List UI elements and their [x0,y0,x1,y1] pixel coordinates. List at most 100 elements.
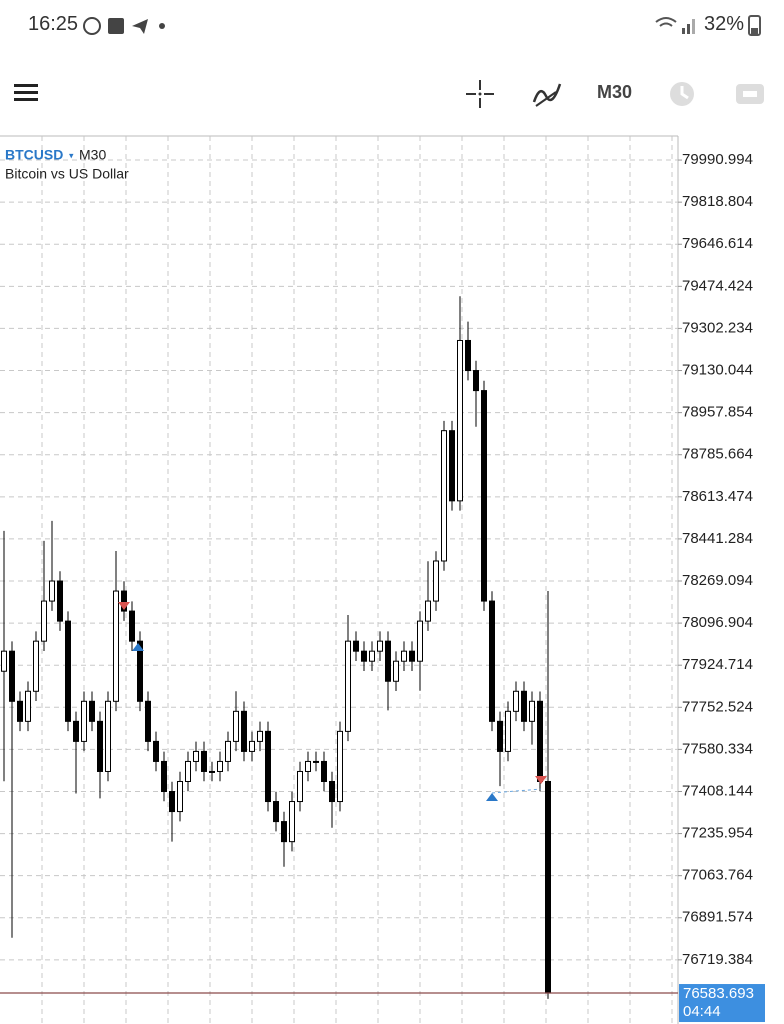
candle-body [177,780,183,813]
candle-body [241,710,247,752]
y-tick-label: 79302.234 [682,319,753,336]
candle-body [57,580,63,622]
candle-body [481,390,487,602]
candle-body [121,590,127,612]
status-bar: 16:25 32% [0,0,784,56]
y-tick-label: 77063.764 [682,867,753,884]
trade-arrow [118,602,130,610]
candle-body [249,740,255,752]
candle-body [337,730,343,803]
candle-body [273,801,279,823]
symbol-dropdown[interactable]: ▾ [69,150,74,160]
candle-body [449,430,455,502]
candle-body [441,430,447,562]
crosshair-button[interactable] [464,78,496,110]
symbol[interactable]: BTCUSD [5,147,63,163]
y-tick-label: 76891.574 [682,909,753,926]
candle-body [425,600,431,622]
y-tick-label: 77924.714 [682,656,753,673]
signal-icons [655,17,695,34]
candle-body [489,600,495,722]
candle-body [545,780,551,994]
candle-body [169,791,175,813]
candle-body [193,750,199,762]
candle-body [361,650,367,662]
candle-body [145,700,151,742]
description: Bitcoin vs US Dollar [5,166,129,182]
candle-body [97,720,103,772]
candle-body [265,730,271,803]
vertical-grid [41,136,673,1024]
y-tick-label: 77235.954 [682,825,753,842]
candle-body [201,750,207,772]
candle-body [497,720,503,752]
candle-body [433,560,439,602]
y-tick-label: 78957.854 [682,404,753,421]
candle-body [17,700,23,722]
y-tick-label: 78096.904 [682,614,753,631]
candle-body [401,650,407,662]
trade-button[interactable] [734,82,766,106]
candle-body [65,620,71,722]
candle-body [81,700,87,742]
candle-body [329,780,335,803]
candle-body [353,640,359,652]
trade-link [491,788,542,794]
candle-body [321,760,327,782]
candle-body [225,740,231,762]
candle-body [529,700,535,722]
y-tick-label: 79818.804 [682,193,753,210]
candle-body [521,690,527,722]
candle-body [281,821,287,843]
candle-body [345,640,351,732]
candle-body [129,610,135,642]
y-tick-label: 78441.284 [682,530,753,547]
y-tick-label: 78269.094 [682,572,753,589]
candle-body [113,590,119,702]
candle-body [73,720,79,742]
y-tick-label: 79130.044 [682,361,753,378]
y-tick-label: 78785.664 [682,446,753,463]
candle-body [25,690,31,722]
battery-level: 32% [703,13,744,35]
candle-body [9,650,15,702]
candle-body [457,339,463,502]
timeframe: M30 [79,147,106,163]
candle-body [105,700,111,772]
candle-body [513,690,519,712]
candle-body [465,339,471,372]
candle-body [89,700,95,722]
trade-arrow [486,793,498,801]
y-tick-label: 79474.424 [682,277,753,294]
candle-body [1,650,7,672]
candle-body [217,760,223,772]
candle-body [161,760,167,793]
candle-body [289,801,295,843]
candle-body [33,640,39,692]
candle-body [505,710,511,752]
countdown: 04:44 [683,1003,721,1020]
toolbar: M30 [0,56,784,136]
candle-body [473,370,479,392]
timeframe-button[interactable]: M30 [597,82,633,102]
clock-button[interactable] [668,80,698,108]
current-price-box [679,984,765,1023]
indicators-button[interactable] [530,78,564,110]
candle-body [153,740,159,762]
candle-body [209,770,215,773]
candle-body [377,640,383,652]
menu-button[interactable] [12,82,40,104]
status-time: 16:25 [28,13,79,35]
candle-body [369,650,375,662]
trade-arrow [132,643,144,651]
y-tick-label: 77752.524 [682,698,753,715]
candle-body [313,760,319,763]
candle-body [417,620,423,662]
y-tick-label: 79646.614 [682,235,753,252]
y-tick-label: 76719.384 [682,951,753,968]
battery-icon [748,15,761,36]
candle-body [49,580,55,602]
y-tick-label: 79990.994 [682,151,753,168]
trade-arrow [535,776,547,784]
candle-body [305,760,311,772]
